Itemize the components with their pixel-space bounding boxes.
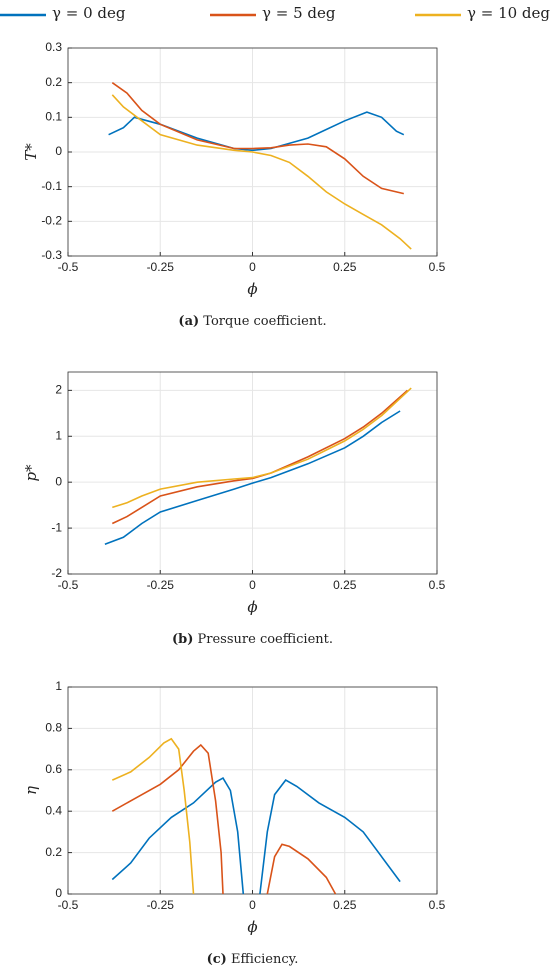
y-tick-label: 0.4 xyxy=(45,803,62,817)
series-line xyxy=(111,737,195,895)
series-line xyxy=(104,410,401,545)
series-line xyxy=(111,82,404,195)
x-tick-label: -0.5 xyxy=(58,260,79,274)
x-tick-label: -0.25 xyxy=(147,578,175,592)
series-line xyxy=(112,387,412,509)
x-tick-label: 0.25 xyxy=(333,578,357,592)
y-tick-label: 0 xyxy=(55,886,62,900)
x-tick-label: 0.25 xyxy=(333,898,357,912)
y-tick-label: 0.2 xyxy=(45,75,62,89)
axes-box xyxy=(67,686,438,895)
caption-text: Torque coefficient. xyxy=(203,314,326,329)
x-tick-label: 0 xyxy=(249,578,256,592)
y-tick-label: 1 xyxy=(55,428,62,442)
y-tick-label: 0.1 xyxy=(45,110,62,124)
y-tick-label: 0.8 xyxy=(45,721,62,735)
series-line xyxy=(111,777,401,895)
y-tick-label: 0.3 xyxy=(45,40,62,54)
caption-text: Pressure coefficient. xyxy=(198,632,333,647)
y-tick-label: -0.2 xyxy=(41,214,62,228)
x-tick-label: 0.5 xyxy=(429,260,446,274)
x-tick-label: 0.5 xyxy=(429,898,446,912)
x-axis-label: ϕ xyxy=(247,280,257,298)
y-tick-label: -0.3 xyxy=(41,248,62,262)
x-tick-label: -0.25 xyxy=(147,898,175,912)
series-line xyxy=(111,743,337,895)
y-tick-label: 2 xyxy=(55,383,62,397)
x-tick-label: 0 xyxy=(249,898,256,912)
x-tick-label: -0.5 xyxy=(58,898,79,912)
y-tick-label: 0.6 xyxy=(45,762,62,776)
y-axis-label: p* xyxy=(22,464,40,482)
legend-label: γ = 5 deg xyxy=(262,4,336,22)
caption: (c) Efficiency. xyxy=(207,952,299,967)
x-tick-label: 0 xyxy=(249,260,256,274)
y-tick-label: 1 xyxy=(55,679,62,693)
y-tick-label: 0 xyxy=(55,474,62,488)
y-tick-label: 0 xyxy=(55,144,62,158)
y-tick-label: -1 xyxy=(51,520,62,534)
x-tick-label: 0.25 xyxy=(333,260,357,274)
x-tick-label: 0.5 xyxy=(429,578,446,592)
x-axis-label: ϕ xyxy=(247,918,257,936)
axes-box xyxy=(67,47,438,257)
x-tick-label: -0.25 xyxy=(147,260,175,274)
y-tick-label: -0.1 xyxy=(41,179,62,193)
caption-text: Efficiency. xyxy=(231,952,298,967)
series-line xyxy=(111,94,412,250)
x-axis-label: ϕ xyxy=(247,598,257,616)
caption-label: (a) xyxy=(178,314,199,329)
caption: (b) Pressure coefficient. xyxy=(172,632,333,647)
legend-label: γ = 10 deg xyxy=(467,4,550,22)
y-axis-label: T* xyxy=(22,143,40,161)
caption: (a) Torque coefficient. xyxy=(178,314,326,329)
legend-label: γ = 0 deg xyxy=(52,4,126,22)
caption-label: (b) xyxy=(172,632,193,647)
y-tick-label: 0.2 xyxy=(45,845,62,859)
series-line xyxy=(111,389,409,525)
y-axis-label: η xyxy=(22,786,40,795)
y-tick-label: -2 xyxy=(51,566,62,580)
x-tick-label: -0.5 xyxy=(58,578,79,592)
caption-label: (c) xyxy=(207,952,227,967)
axes-box xyxy=(67,371,438,575)
